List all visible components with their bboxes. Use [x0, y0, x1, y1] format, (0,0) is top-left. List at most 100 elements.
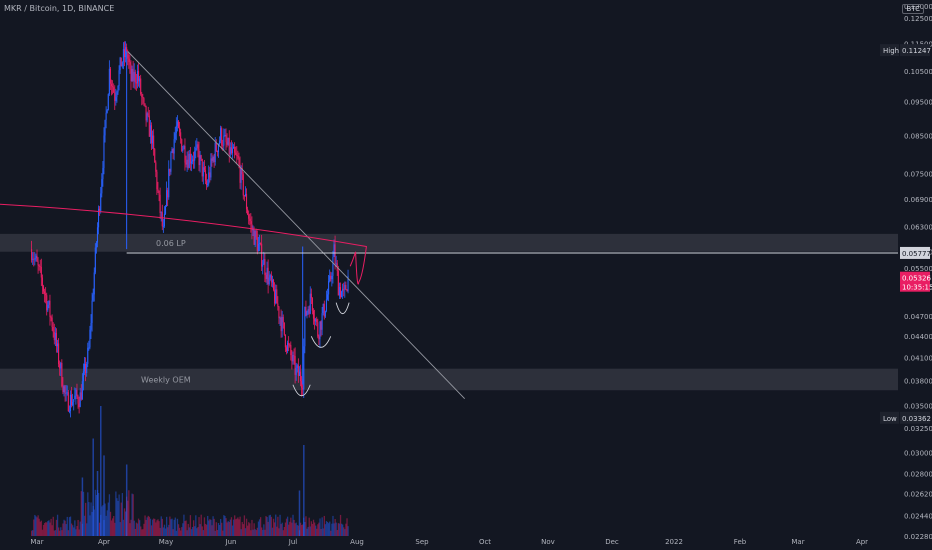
candle-body [339, 287, 342, 298]
volume-bar [286, 516, 289, 536]
volume-bar [139, 520, 141, 536]
candle-body [265, 275, 267, 280]
price-tick-label: 0.03800 [904, 377, 932, 385]
candle-body [125, 47, 127, 58]
volume-bar [129, 523, 131, 536]
volume-bar [50, 518, 52, 536]
price-tick-label: 0.05500 [904, 265, 932, 273]
volume-bars [31, 406, 349, 536]
last-price-countdown: 10:35:15 [902, 284, 932, 292]
volume-bar [32, 530, 34, 536]
candle-body [137, 71, 140, 82]
candle-body [249, 218, 251, 222]
currency-badge[interactable]: BTC [902, 4, 924, 14]
volume-bar [128, 490, 130, 536]
candle-body [35, 255, 37, 259]
volume-bar [162, 527, 165, 536]
candle-body [250, 221, 252, 224]
candle-body [34, 258, 36, 260]
volume-bar [200, 514, 202, 536]
volume-bar [66, 516, 68, 536]
candle-body [252, 229, 254, 231]
candle-body [317, 322, 319, 337]
volume-bar [58, 527, 60, 536]
volume-bar [117, 500, 119, 536]
volume-bar [74, 520, 76, 536]
candle-body [121, 62, 123, 67]
volume-bar [171, 518, 173, 536]
candle-body [47, 304, 49, 311]
volume-bar [262, 529, 264, 536]
volume-bar [267, 521, 269, 536]
volume-bar [174, 517, 176, 536]
candle-body [215, 142, 217, 151]
candle-body [208, 172, 210, 184]
candle-body [134, 71, 136, 83]
volume-bar [47, 521, 49, 536]
symbol-title: MKR / Bitcoin, 1D, BINANCE [4, 4, 115, 13]
candle-body [297, 365, 299, 376]
candle-body [73, 399, 75, 402]
volume-bar [132, 494, 134, 536]
volume-bar [49, 522, 51, 536]
price-tick-label: 0.06300 [904, 224, 932, 232]
volume-bar [183, 514, 185, 536]
candle-body [260, 243, 262, 244]
volume-bar [69, 516, 72, 536]
volume-bar [136, 523, 139, 536]
price-tick-label: 0.02800 [904, 470, 932, 478]
volume-bar [170, 519, 172, 536]
candle-body [86, 363, 88, 374]
candle-body [40, 266, 42, 278]
candle-body [153, 135, 155, 149]
price-tick-label: 0.09500 [904, 98, 932, 106]
zone-band [0, 368, 898, 391]
volume-bar [177, 524, 180, 536]
volume-bar [76, 526, 78, 536]
volume-bar [283, 527, 286, 536]
volume-spike [103, 455, 105, 536]
volume-bar [297, 525, 300, 536]
volume-bar [292, 514, 294, 536]
candle-body [227, 137, 229, 145]
candle-body [302, 387, 304, 390]
candle-body [149, 125, 151, 137]
candle-body [241, 168, 243, 175]
candle-body [294, 356, 296, 375]
candle-body [243, 195, 245, 197]
zone-label: Weekly OEM [141, 375, 191, 384]
candle-body [37, 261, 39, 266]
candle-body [112, 86, 114, 88]
volume-bar [323, 515, 325, 536]
volume-bar [243, 515, 246, 536]
candle-body [330, 275, 332, 280]
volume-bar [188, 527, 190, 536]
volume-bar [284, 522, 287, 536]
candle-body [229, 147, 231, 155]
candle-body [290, 345, 292, 356]
candle-body [107, 94, 109, 111]
volume-bar [79, 521, 81, 536]
price-axis: 0.130000.125000.115000.105000.095000.085… [880, 3, 932, 541]
volume-bar [247, 525, 249, 536]
volume-bar [202, 530, 205, 536]
volume-bar [176, 518, 179, 536]
candle-body [78, 403, 80, 407]
candle-body [347, 275, 349, 292]
candle-body [234, 146, 236, 153]
candle-body [88, 347, 90, 349]
volume-bar [35, 516, 37, 536]
volume-bar [122, 519, 125, 536]
candle-body [213, 156, 215, 163]
candle-body [167, 190, 169, 198]
volume-bar [105, 515, 107, 536]
candle-body [253, 229, 255, 245]
candle-body [319, 321, 321, 340]
volume-bar [307, 526, 309, 536]
candle-body [296, 365, 298, 369]
volume-bar [153, 518, 155, 536]
volume-bar [53, 530, 55, 536]
candle-body [235, 152, 237, 155]
candle-body [248, 214, 250, 219]
